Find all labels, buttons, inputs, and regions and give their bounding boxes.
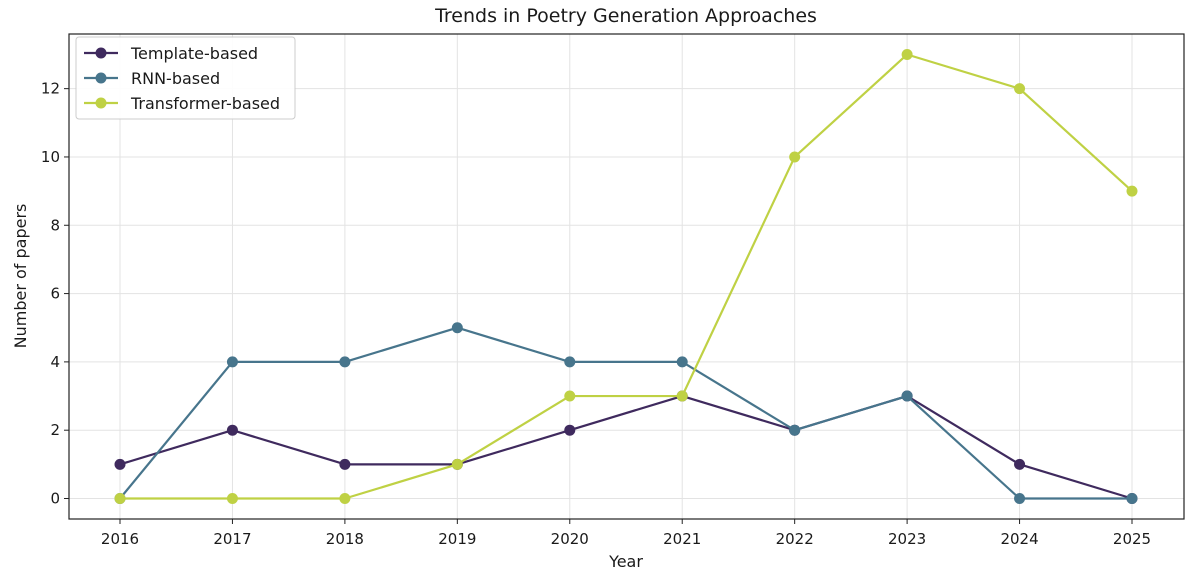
x-tick-label: 2023 xyxy=(888,530,926,548)
y-tick-label: 10 xyxy=(41,148,60,166)
x-axis-label: Year xyxy=(608,552,643,571)
x-tick-label: 2022 xyxy=(776,530,814,548)
legend-marker xyxy=(95,72,107,84)
data-point-template-based xyxy=(114,458,126,470)
series-line-rnn-based xyxy=(119,326,1132,500)
x-tick-label: 2021 xyxy=(663,530,701,548)
legend-label: Transformer-based xyxy=(130,94,280,113)
series-line-transformer-based xyxy=(120,53,1133,500)
data-point-transformer-based xyxy=(564,390,576,402)
y-tick-label: 12 xyxy=(41,80,60,98)
x-tick-label: 2025 xyxy=(1113,530,1151,548)
data-point-rnn-based xyxy=(901,390,913,402)
legend-box xyxy=(75,36,296,120)
legend-marker xyxy=(95,97,107,109)
ticks: 2016 2017 2018 2019 2020 2021 2022 2023 2024 2025… xyxy=(41,80,1151,548)
x-tick-label: 2016 xyxy=(101,530,139,548)
series-transformer-based xyxy=(114,48,1138,505)
data-point-transformer-based xyxy=(451,458,463,470)
legend-item-template-based: Template-based xyxy=(84,44,258,63)
data-point-rnn-based xyxy=(339,356,351,368)
grid xyxy=(69,34,1184,519)
data-point-rnn-based xyxy=(1126,493,1138,505)
data-point-transformer-based xyxy=(901,48,913,60)
data-point-transformer-based xyxy=(1126,185,1138,197)
data-point-rnn-based xyxy=(451,322,463,334)
data-point-template-based xyxy=(1014,458,1026,470)
data-point-template-based xyxy=(226,424,238,436)
x-tick-label: 2024 xyxy=(1000,530,1038,548)
chart-title: Trends in Poetry Generation Approaches xyxy=(434,5,817,27)
y-tick-label: 2 xyxy=(50,421,60,439)
data-point-rnn-based xyxy=(226,356,238,368)
data-point-template-based xyxy=(339,458,351,470)
data-point-template-based xyxy=(564,424,576,436)
x-tick-label: 2019 xyxy=(438,530,476,548)
y-tick-label: 0 xyxy=(50,490,60,508)
y-axis-label: Number of papers xyxy=(11,204,30,349)
x-tick-label: 2018 xyxy=(326,530,364,548)
data-point-transformer-based xyxy=(1014,83,1026,95)
data-point-rnn-based xyxy=(1014,493,1026,505)
plot-frame xyxy=(68,33,1185,520)
y-tick-label: 8 xyxy=(50,216,60,234)
data-point-transformer-based xyxy=(789,151,801,163)
y-tick-label: 4 xyxy=(50,353,60,371)
legend-marker xyxy=(95,47,107,59)
x-tick-label: 2020 xyxy=(551,530,589,548)
legend-label: RNN-based xyxy=(131,69,220,88)
legend: Template-based RNN-based Transformer-based xyxy=(75,36,296,120)
data-point-transformer-based xyxy=(339,493,351,505)
legend-item-transformer-based: Transformer-based xyxy=(84,94,280,113)
series-line-template-based xyxy=(119,394,1133,500)
y-tick-label: 6 xyxy=(50,285,60,303)
data-point-rnn-based xyxy=(564,356,576,368)
legend-item-rnn-based: RNN-based xyxy=(84,69,220,88)
data-point-transformer-based xyxy=(226,493,238,505)
x-tick-label: 2017 xyxy=(213,530,251,548)
data-point-transformer-based xyxy=(676,390,688,402)
legend-label: Template-based xyxy=(130,44,258,63)
series-rnn-based xyxy=(114,322,1138,505)
data-point-rnn-based xyxy=(676,356,688,368)
series-layer xyxy=(114,48,1138,505)
data-point-transformer-based xyxy=(114,493,126,505)
data-point-rnn-based xyxy=(789,424,801,436)
